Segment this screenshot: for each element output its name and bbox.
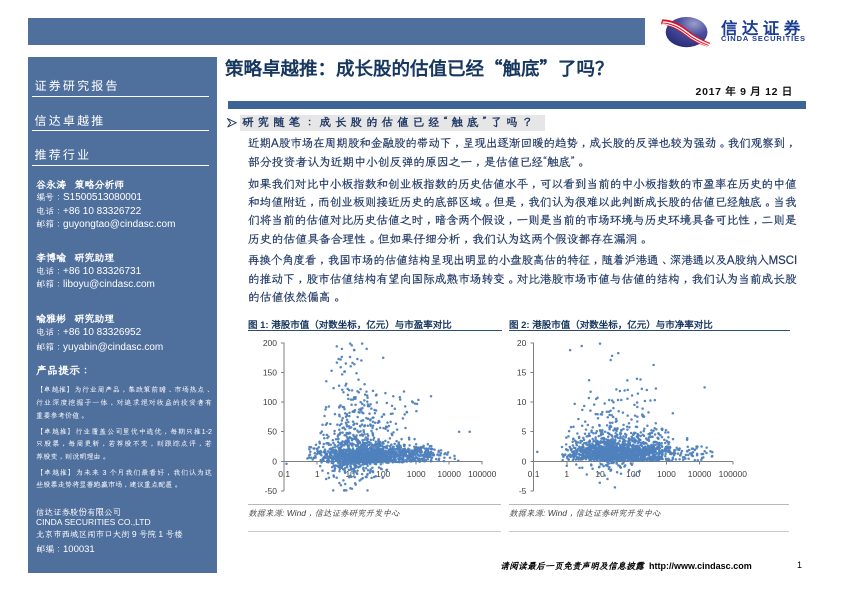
svg-text:20: 20 xyxy=(517,338,527,348)
svg-text:0.1: 0.1 xyxy=(278,469,290,479)
svg-text:200: 200 xyxy=(263,338,277,348)
svg-text:150: 150 xyxy=(263,368,277,378)
svg-text:0.1: 0.1 xyxy=(528,469,540,479)
svg-text:10: 10 xyxy=(595,469,605,479)
svg-text:5: 5 xyxy=(522,427,527,437)
svg-text:1: 1 xyxy=(315,469,320,479)
svg-text:100000: 100000 xyxy=(468,469,497,479)
svg-text:0: 0 xyxy=(272,456,277,466)
svg-text:10000: 10000 xyxy=(437,469,461,479)
svg-text:50: 50 xyxy=(268,427,278,437)
svg-text:100000: 100000 xyxy=(719,469,748,479)
svg-text:0: 0 xyxy=(522,456,527,466)
svg-text:100: 100 xyxy=(376,469,390,479)
svg-text:10: 10 xyxy=(345,469,355,479)
svg-text:1000: 1000 xyxy=(407,469,426,479)
svg-text:10000: 10000 xyxy=(688,469,712,479)
svg-text:10: 10 xyxy=(517,397,527,407)
svg-text:-5: -5 xyxy=(519,486,527,496)
svg-text:15: 15 xyxy=(517,368,527,378)
svg-text:-50: -50 xyxy=(265,486,278,496)
svg-text:100: 100 xyxy=(626,469,640,479)
svg-text:100: 100 xyxy=(263,397,277,407)
svg-text:1000: 1000 xyxy=(657,469,676,479)
svg-text:1: 1 xyxy=(564,469,569,479)
